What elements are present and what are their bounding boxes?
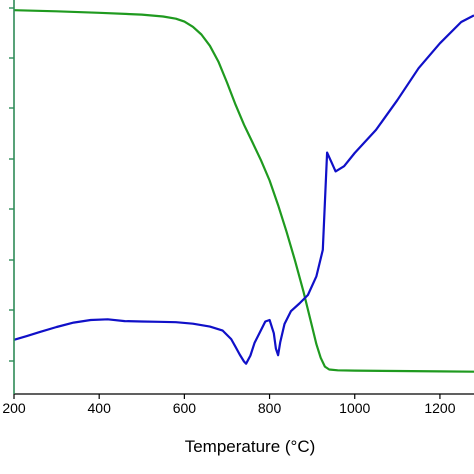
series-line-1: [13, 9, 474, 373]
x-tick-label: 600: [173, 400, 197, 416]
x-tick-label: 1000: [339, 400, 370, 416]
x-axis-title: Temperature (°C): [185, 437, 316, 456]
x-tick-label: 200: [2, 400, 26, 416]
axes: [9, 0, 474, 395]
series-line-2: [13, 14, 474, 365]
plot-area: [13, 9, 474, 373]
x-tick-label: 800: [258, 400, 282, 416]
x-tick-label: 1200: [424, 400, 455, 416]
x-axis-ticks: 200 400 600 800 1000 1200: [2, 394, 456, 416]
x-tick-label: 400: [88, 400, 112, 416]
